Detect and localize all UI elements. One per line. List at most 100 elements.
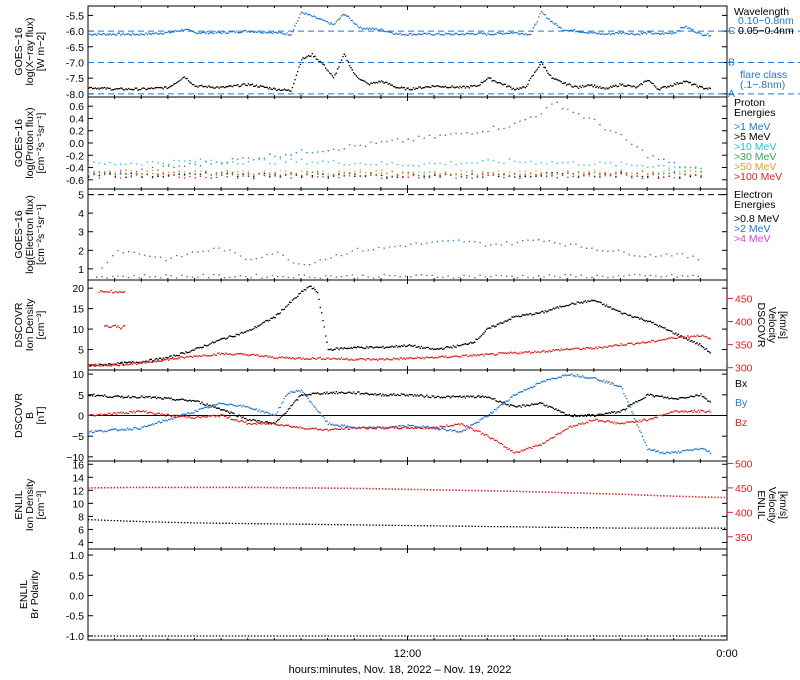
y-tick-label: 0.6 (69, 101, 84, 113)
series-electron-1 (96, 273, 700, 279)
y-axis-label-line: [nT] (35, 406, 47, 424)
right-y-axis-label-line: [km/s] (777, 311, 789, 339)
data-points-black (88, 519, 726, 529)
series-proton-4 (88, 169, 702, 176)
y-tick-label: −10 (66, 452, 84, 464)
series-dscovr_mag-2 (88, 409, 712, 454)
legend-item-blue: By (735, 397, 748, 409)
y-tick-label: -0.6 (66, 175, 84, 187)
marks-enlil_plasma (88, 486, 726, 529)
flare-class-note: (.1−.8nm) (740, 79, 785, 91)
series-proton-5 (88, 173, 702, 180)
y-tick-label: -6.5 (66, 42, 84, 54)
y-tick-label: -0.4 (66, 163, 84, 175)
panel-proton: 0.60.40.20.0-0.2-0.4-0.6 GOES−16 log(Proto… (13, 96, 782, 190)
y-tick-label: 10 (72, 324, 84, 336)
data-points-black (88, 285, 712, 367)
y-tick-label: 16 (72, 459, 84, 471)
y-tick-label: 10 (72, 498, 84, 510)
y-axis-label-line: log(Proton flux) (24, 107, 36, 178)
y-tick-label: 0.0 (69, 591, 84, 603)
right-y-tick-label: 350 (735, 340, 753, 352)
legend-title: Electron (734, 189, 773, 201)
data-points-red (98, 289, 126, 294)
y-tick-label: 0.0 (69, 138, 84, 150)
legend-item-red: >100 MeV (734, 171, 782, 183)
legend-item-cyan: >10 MeV (734, 141, 776, 153)
panel-xray: -5.5 -6.0 -6.5 -7.0 -7.5 -8.0 GOES−16 log(X−ray… (13, 5, 800, 101)
data-points-red (88, 334, 712, 367)
y-tick-label: 0.4 (69, 113, 84, 125)
right-y-axis-label-line: Velocity (766, 487, 778, 524)
marks-dscovr_mag (88, 373, 712, 455)
series-enlil_plasma-0 (88, 519, 726, 529)
series-dscovr_plasma-1 (88, 334, 712, 367)
data-points-red (88, 173, 702, 180)
series-dscovr_mag-1 (88, 373, 712, 455)
series-dscovr_plasma-0 (88, 285, 712, 367)
y-axis-label-line: [W m−2] (35, 32, 47, 71)
y-tick-label: 8 (78, 511, 84, 523)
right-y-axis-label-line: Velocity (766, 307, 778, 344)
y-tick-label: 4 (78, 537, 84, 549)
legend-item-orange: >50 MeV (734, 161, 776, 173)
y-axis-label-line: DSCOVR (13, 393, 25, 438)
legend-item-red: Bz (735, 417, 747, 429)
y-tick-label: 0.5 (69, 570, 84, 582)
legend: Bx By Bz (735, 378, 748, 429)
y-axis-label-line: GOES−16 (13, 27, 25, 75)
panel-electron: 5 4 3 2 1 GOES−16 log(Electron flux) [cm⁻²s⁻¹sr… (13, 188, 779, 281)
y-tick-label: 4 (78, 208, 84, 220)
flare-level-label: C (728, 25, 736, 37)
y-tick-label: -0.5 (66, 611, 84, 623)
y-tick-label: 12 (72, 485, 84, 497)
series-enlil_plasma-1 (88, 486, 726, 499)
y-tick-label: 3 (78, 227, 84, 239)
series-xray-1 (88, 52, 712, 92)
y-axis-label-line: GOES−16 (13, 210, 25, 258)
right-y-tick-label: 300 (735, 363, 753, 375)
y-tick-label: -6.0 (66, 26, 84, 38)
series-electron-0 (96, 239, 700, 279)
marks-layer (88, 10, 726, 637)
series-dscovr_plasma-3 (104, 324, 126, 330)
x-tick-label: 0:00 (716, 648, 737, 660)
data-points-red (104, 324, 126, 330)
legend-item-black: 0.05−0.4nm (738, 25, 794, 37)
y-tick-label: 15 (72, 304, 84, 316)
data-points-red (88, 486, 726, 499)
data-points-blue (96, 273, 700, 279)
data-points-black (88, 52, 712, 92)
series-dscovr_mag-0 (88, 391, 712, 425)
panel-frame (87, 5, 728, 98)
series-proton-1 (88, 171, 702, 178)
legend-item-blue: >2 MeV (734, 223, 770, 235)
right-y-axis-label-line: ENLIL (755, 490, 767, 519)
y-axis-label-line: DSCOVR (13, 302, 25, 347)
y-tick-label: 1.0 (69, 550, 84, 562)
y-axis-label-line: ENLIL (13, 490, 25, 519)
y-axis-label-line: Ion Density (24, 478, 36, 531)
y-tick-label: 2 (78, 245, 84, 257)
y-tick-label: 5 (78, 390, 84, 402)
series-xray-0 (88, 10, 712, 37)
y-axis-label-line: Br Polarity (29, 570, 41, 619)
y-tick-label: -7.0 (66, 57, 84, 69)
panel-frame (87, 548, 728, 641)
data-points-orange (88, 169, 702, 176)
legend-title: Energies (734, 107, 775, 119)
legend-title: Wavelength (734, 6, 789, 18)
y-axis-label-line: [cm⁻³] (35, 310, 47, 339)
y-tick-label: 6 (78, 524, 84, 536)
right-y-axis-label-line: DSCOVR (755, 303, 767, 348)
legend-item-magenta: >4 MeV (734, 233, 770, 245)
y-axis-label-line: Ion Density (24, 298, 36, 351)
y-tick-label: -7.5 (66, 73, 84, 85)
data-points-red (88, 409, 712, 454)
